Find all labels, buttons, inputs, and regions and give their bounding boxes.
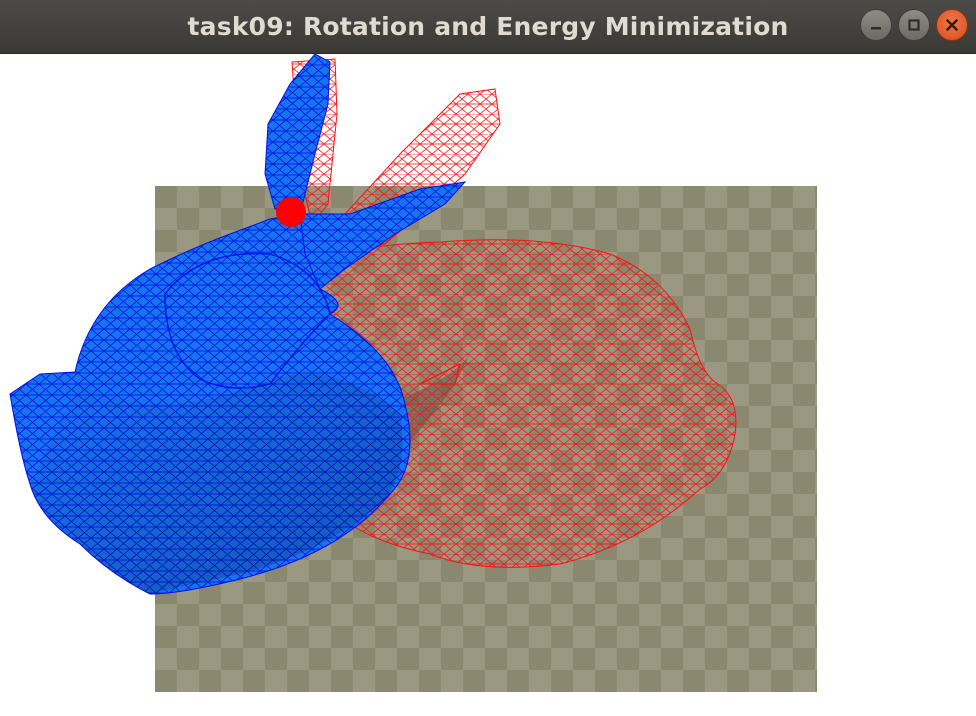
solid-head-outline — [164, 252, 331, 389]
minimize-icon — [871, 27, 881, 30]
title-bar[interactable]: task09: Rotation and Energy Minimization — [0, 0, 976, 54]
window-controls — [860, 9, 968, 41]
maximize-icon — [908, 19, 920, 31]
minimize-button[interactable] — [860, 9, 892, 41]
window-title: task09: Rotation and Energy Minimization — [187, 12, 789, 41]
close-icon — [946, 19, 958, 31]
scene-canvas[interactable] — [0, 53, 976, 712]
handle-point[interactable] — [276, 197, 306, 227]
solid-shading — [30, 374, 403, 594]
solid-mesh — [9, 53, 467, 595]
solid-ear-left — [264, 53, 331, 215]
maximize-button[interactable] — [898, 9, 930, 41]
gl-viewport[interactable] — [0, 53, 976, 712]
close-button[interactable] — [936, 9, 968, 41]
solid-ear-right — [299, 181, 467, 290]
